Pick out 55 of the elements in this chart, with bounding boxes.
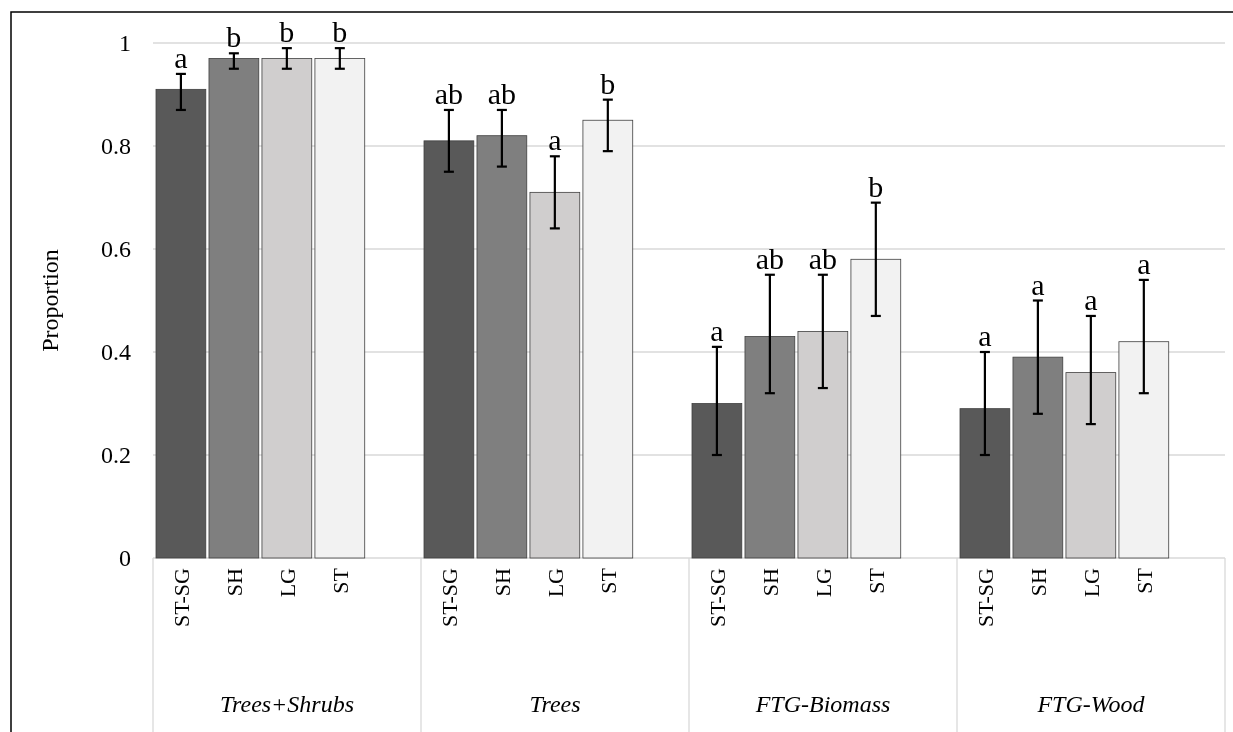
bar xyxy=(155,88,207,559)
y-tick-label: 0.4 xyxy=(101,339,131,366)
y-axis-title: Proportion xyxy=(37,249,63,352)
annotation: b xyxy=(226,20,242,54)
y-tick-label: 0.6 xyxy=(101,236,131,263)
annotation: a xyxy=(1084,282,1098,316)
text: ST-SG xyxy=(704,568,730,628)
text: LG xyxy=(274,567,300,598)
y-tick-label: 0 xyxy=(119,545,131,572)
bar xyxy=(1118,341,1170,559)
text: ST xyxy=(1131,568,1157,594)
text: ST xyxy=(595,568,621,594)
text: LG xyxy=(542,568,568,598)
text: LG xyxy=(810,568,836,598)
text: ST-SG xyxy=(436,568,462,628)
x-tick-label: Trees+Shrubs xyxy=(220,691,354,717)
bar xyxy=(314,58,366,559)
annotation: a xyxy=(978,319,992,352)
annotation: a xyxy=(174,40,188,74)
text: ST-SG xyxy=(972,568,998,628)
annotation: b xyxy=(868,169,884,203)
annotation: ab xyxy=(755,241,785,275)
bar xyxy=(423,140,475,559)
annotation: a xyxy=(1137,246,1151,280)
y-tick-label: 0.2 xyxy=(101,442,131,469)
text: SH xyxy=(221,567,247,597)
annotation: ab xyxy=(808,241,838,275)
text: ST xyxy=(863,568,889,594)
annotation: b xyxy=(332,15,348,49)
text: ST xyxy=(327,567,353,594)
bar xyxy=(582,119,634,559)
text: SH xyxy=(1025,568,1051,597)
x-tick-label: Trees xyxy=(529,691,581,717)
x-tick-label: FTG-Wood xyxy=(1036,691,1146,717)
annotation: b xyxy=(279,15,295,49)
bar xyxy=(744,336,796,559)
bar xyxy=(691,403,743,559)
bar xyxy=(850,258,902,559)
bar xyxy=(959,408,1011,559)
bar xyxy=(476,135,528,559)
text: SH xyxy=(489,568,515,597)
annotation: a xyxy=(710,313,724,347)
y-tick-label: 0.8 xyxy=(101,133,131,160)
annotation: ab xyxy=(487,76,517,110)
annotation: a xyxy=(548,123,562,157)
text: ST-SG xyxy=(168,567,194,628)
bar xyxy=(208,58,260,559)
annotation: ab xyxy=(434,76,464,110)
text: SH xyxy=(757,568,783,597)
text: LG xyxy=(1078,568,1104,598)
annotation: a xyxy=(1031,267,1045,301)
annotation: b xyxy=(600,66,616,100)
bar xyxy=(1012,356,1064,559)
x-tick-label: FTG-Biomass xyxy=(754,691,891,717)
y-tick-label: 1 xyxy=(119,30,131,57)
